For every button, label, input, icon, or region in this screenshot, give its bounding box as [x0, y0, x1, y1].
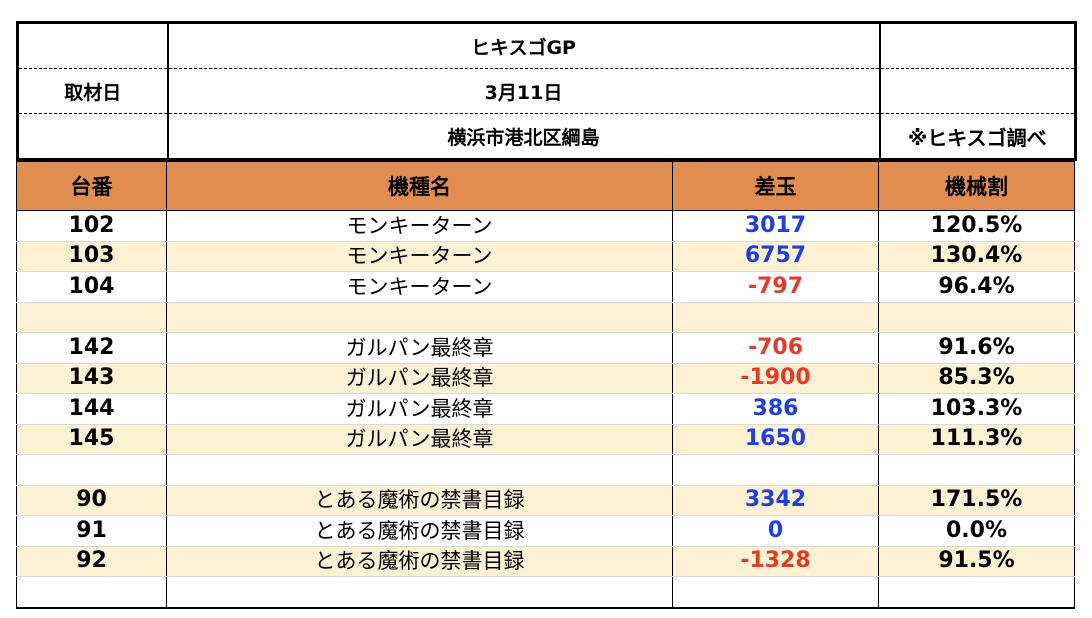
table-row: 90 とある魔術の禁書目録 3342 171.5%	[16, 485, 1075, 516]
report-date: 3月11日	[166, 68, 881, 114]
payout-cell	[878, 302, 1075, 333]
diff-cell: 1650	[672, 424, 879, 455]
machine-no-cell: 91	[16, 515, 167, 547]
column-header-machine-no: 台番	[16, 161, 167, 211]
model-name-cell: ガルパン最終章	[166, 424, 673, 455]
machine-no-cell: 142	[16, 332, 167, 364]
diff-cell: 0	[672, 515, 879, 547]
source-note: ※ヒキスゴ調べ	[878, 113, 1077, 161]
machine-no-cell: 102	[16, 210, 167, 242]
column-header-diff: 差玉	[672, 161, 879, 211]
model-name-cell: とある魔術の禁書目録	[166, 485, 673, 516]
table-row: 102 モンキーターン 3017 120.5%	[16, 210, 1075, 242]
machine-no-cell: 145	[16, 424, 167, 455]
table-row	[16, 302, 1075, 333]
machine-no-cell	[16, 302, 167, 333]
payout-cell: 96.4%	[878, 271, 1075, 303]
payout-cell: 91.5%	[878, 546, 1075, 577]
model-name-cell: モンキーターン	[166, 241, 673, 272]
machine-results-table: 台番 機種名 差玉 機械割 102 モンキーターン 3017 120.5% 103 モンキ…	[16, 161, 1075, 609]
payout-cell: 91.6%	[878, 332, 1075, 364]
machine-no-cell	[16, 454, 167, 486]
table-row: 103 モンキーターン 6757 130.4%	[16, 241, 1075, 272]
payout-cell: 171.5%	[878, 485, 1075, 516]
model-name-cell: ガルパン最終章	[166, 332, 673, 364]
column-header-model: 機種名	[166, 161, 673, 211]
model-name-cell: モンキーターン	[166, 210, 673, 242]
diff-cell	[672, 576, 879, 609]
table-row: 142 ガルパン最終章 -706 91.6%	[16, 332, 1075, 364]
report-header: ヒキスゴGP 取材日 3月11日 横浜市港北区綱島 ※ヒキスゴ調べ	[16, 21, 1077, 161]
diff-cell: -797	[672, 271, 879, 303]
model-name-cell: ガルパン最終章	[166, 363, 673, 394]
diff-cell: -706	[672, 332, 879, 364]
machine-no-cell: 90	[16, 485, 167, 516]
column-header-payout: 機械割	[878, 161, 1075, 211]
model-name-cell: とある魔術の禁書目録	[166, 546, 673, 577]
payout-cell: 103.3%	[878, 393, 1075, 425]
machine-no-cell: 143	[16, 363, 167, 394]
header-blank-cell	[16, 21, 169, 69]
machine-no-cell	[16, 576, 167, 609]
table-row	[16, 576, 1075, 609]
machine-no-cell: 103	[16, 241, 167, 272]
machine-no-cell: 144	[16, 393, 167, 425]
table-row: 144 ガルパン最終章 386 103.3%	[16, 393, 1075, 425]
payout-cell: 130.4%	[878, 241, 1075, 272]
report-title: ヒキスゴGP	[166, 21, 881, 69]
diff-cell	[672, 302, 879, 333]
model-name-cell: とある魔術の禁書目録	[166, 515, 673, 547]
diff-cell: -1328	[672, 546, 879, 577]
table-row: 145 ガルパン最終章 1650 111.3%	[16, 424, 1075, 455]
payout-cell: 0.0%	[878, 515, 1075, 547]
diff-cell: 386	[672, 393, 879, 425]
table-row: 143 ガルパン最終章 -1900 85.3%	[16, 363, 1075, 394]
model-name-cell	[166, 576, 673, 609]
table-row: 104 モンキーターン -797 96.4%	[16, 271, 1075, 303]
machine-no-cell: 92	[16, 546, 167, 577]
results-sheet: ヒキスゴGP 取材日 3月11日 横浜市港北区綱島 ※ヒキスゴ調べ 台番 機種名…	[16, 21, 1077, 609]
table-row: 92 とある魔術の禁書目録 -1328 91.5%	[16, 546, 1075, 577]
diff-cell	[672, 454, 879, 486]
model-name-cell	[166, 454, 673, 486]
table-row	[16, 454, 1075, 486]
payout-cell	[878, 454, 1075, 486]
header-blank-cell	[878, 68, 1077, 114]
model-name-cell: ガルパン最終章	[166, 393, 673, 425]
table-row: 91 とある魔術の禁書目録 0 0.0%	[16, 515, 1075, 547]
payout-cell: 85.3%	[878, 363, 1075, 394]
model-name-cell	[166, 302, 673, 333]
diff-cell: 6757	[672, 241, 879, 272]
header-blank-cell	[16, 113, 169, 161]
machine-no-cell: 104	[16, 271, 167, 303]
payout-cell	[878, 576, 1075, 609]
date-label: 取材日	[16, 68, 169, 114]
diff-cell: 3017	[672, 210, 879, 242]
report-location: 横浜市港北区綱島	[166, 113, 881, 161]
diff-cell: 3342	[672, 485, 879, 516]
column-header-row: 台番 機種名 差玉 機械割	[16, 161, 1075, 211]
header-blank-cell	[878, 21, 1077, 69]
model-name-cell: モンキーターン	[166, 271, 673, 303]
diff-cell: -1900	[672, 363, 879, 394]
payout-cell: 111.3%	[878, 424, 1075, 455]
payout-cell: 120.5%	[878, 210, 1075, 242]
